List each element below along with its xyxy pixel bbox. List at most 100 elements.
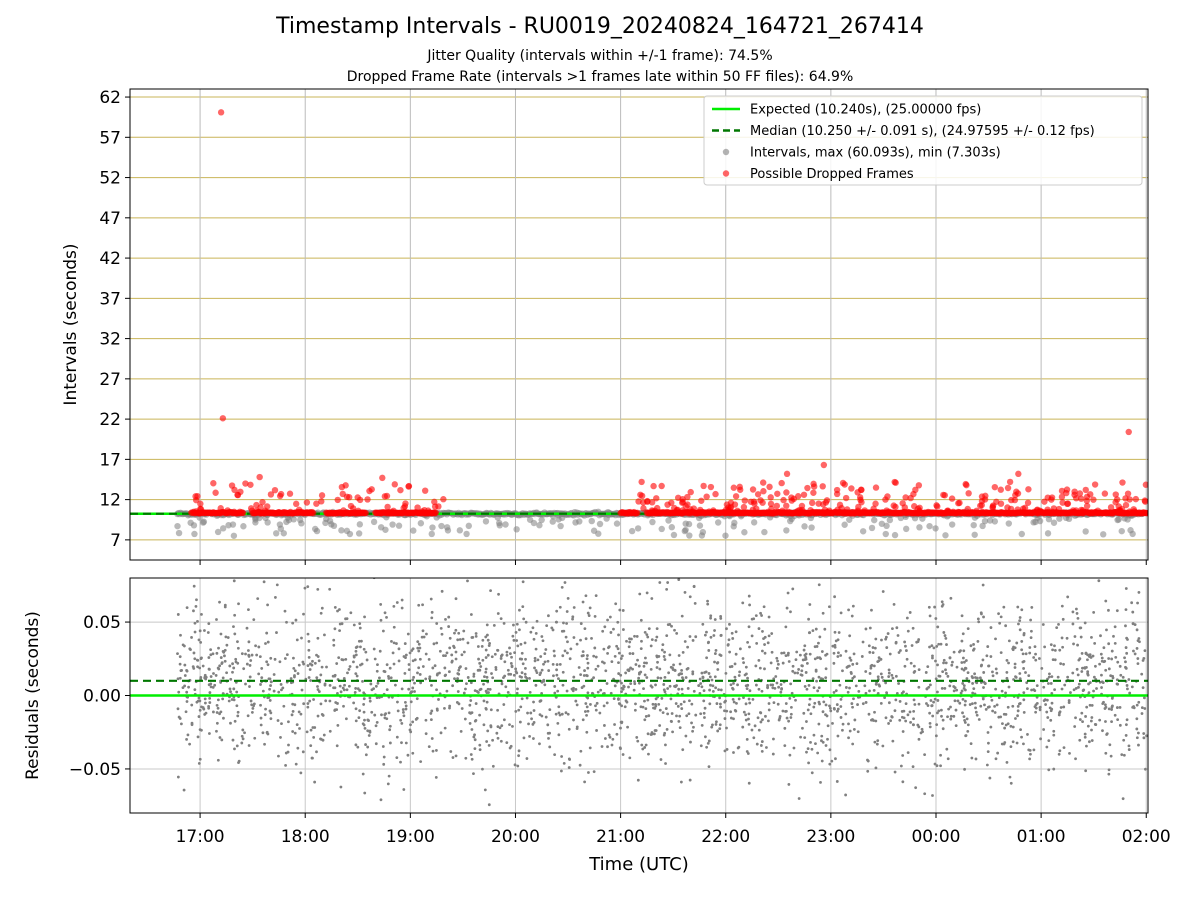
dropped-frame-point [1122, 495, 1129, 502]
residual-point [1075, 667, 1079, 671]
residual-point [1051, 658, 1055, 662]
residual-point [933, 605, 937, 609]
residual-point [887, 722, 891, 725]
residual-point [177, 690, 181, 694]
residual-point [476, 645, 480, 648]
residual-point [1020, 648, 1024, 652]
residual-point [221, 692, 225, 695]
residual-point [800, 669, 804, 673]
residual-point [1090, 704, 1094, 707]
residual-point [769, 683, 773, 687]
residual-point [606, 651, 609, 655]
residual-point [785, 716, 789, 720]
residual-point [524, 657, 527, 661]
residual-point [176, 775, 180, 779]
residual-point [561, 654, 565, 658]
residual-point [323, 633, 326, 637]
residual-point [963, 688, 967, 692]
residual-point [1113, 641, 1117, 645]
residual-point [715, 702, 719, 705]
residual-point [499, 739, 503, 743]
residual-point [820, 734, 824, 738]
residual-point [293, 703, 297, 707]
residual-point [821, 677, 824, 681]
residual-point [788, 753, 792, 757]
residual-point [793, 671, 797, 675]
residual-point [641, 747, 645, 751]
residual-point [183, 684, 187, 688]
residual-point [666, 581, 670, 584]
dropped-frame-point [1004, 484, 1012, 492]
residual-point [705, 656, 709, 660]
residual-point [978, 676, 982, 680]
residual-point [766, 684, 769, 687]
residual-point [269, 656, 273, 660]
residual-point [212, 710, 215, 714]
residual-point [868, 650, 872, 654]
residual-point [565, 610, 569, 613]
residual-point [583, 627, 587, 631]
residual-point [805, 687, 809, 691]
residual-point [489, 589, 492, 593]
residual-point [623, 705, 627, 709]
interval-point [787, 517, 794, 525]
residual-point [945, 747, 949, 751]
interval-point [513, 526, 520, 533]
residual-point [1004, 624, 1008, 628]
residual-point [540, 668, 544, 672]
residual-point [276, 719, 280, 722]
residual-point [986, 731, 990, 734]
residual-point [435, 707, 439, 711]
dropped-frame-point [1006, 478, 1014, 486]
residual-point [1061, 617, 1065, 621]
residual-point [347, 667, 351, 671]
residual-point [659, 758, 663, 761]
residual-point [487, 743, 491, 747]
residual-point [1092, 689, 1095, 693]
residual-point [280, 688, 283, 692]
residual-point [1061, 645, 1065, 649]
residual-point [806, 708, 810, 712]
residual-point [482, 723, 486, 727]
residual-point [960, 639, 964, 643]
residual-point [637, 681, 641, 685]
residual-point [547, 736, 550, 740]
residual-point [963, 767, 966, 771]
residual-point [854, 684, 858, 688]
residual-point [1124, 587, 1128, 590]
residual-point [961, 632, 965, 636]
residual-point [961, 656, 965, 660]
residual-point [418, 657, 422, 661]
residual-point [363, 718, 366, 722]
interval-point [932, 525, 939, 532]
residual-point [991, 670, 994, 674]
residual-point [685, 667, 689, 671]
residual-point [723, 700, 727, 704]
dropped-frame-point [855, 503, 862, 511]
residual-point [409, 690, 413, 694]
residual-point [400, 721, 404, 725]
residual-point [203, 675, 207, 679]
dropped-frame-point [712, 490, 719, 498]
residual-point [770, 632, 774, 635]
residual-point [478, 661, 482, 665]
residual-point [874, 682, 878, 686]
residual-point [1022, 742, 1025, 746]
residual-point [1107, 768, 1111, 772]
residual-point [341, 686, 345, 690]
residual-point [1133, 652, 1137, 656]
residual-point [494, 666, 498, 669]
residual-point [593, 646, 597, 650]
residual-point [755, 683, 758, 687]
residual-point [762, 605, 766, 609]
residual-point [245, 626, 249, 630]
residual-point [406, 632, 410, 636]
residual-point [671, 730, 674, 734]
dropped-frame-point [973, 507, 980, 515]
residual-point [1022, 698, 1026, 702]
residual-point [275, 583, 279, 587]
residual-point [879, 569, 882, 572]
residual-point [1090, 635, 1093, 639]
residual-point [296, 571, 299, 574]
residual-point [1141, 686, 1145, 690]
